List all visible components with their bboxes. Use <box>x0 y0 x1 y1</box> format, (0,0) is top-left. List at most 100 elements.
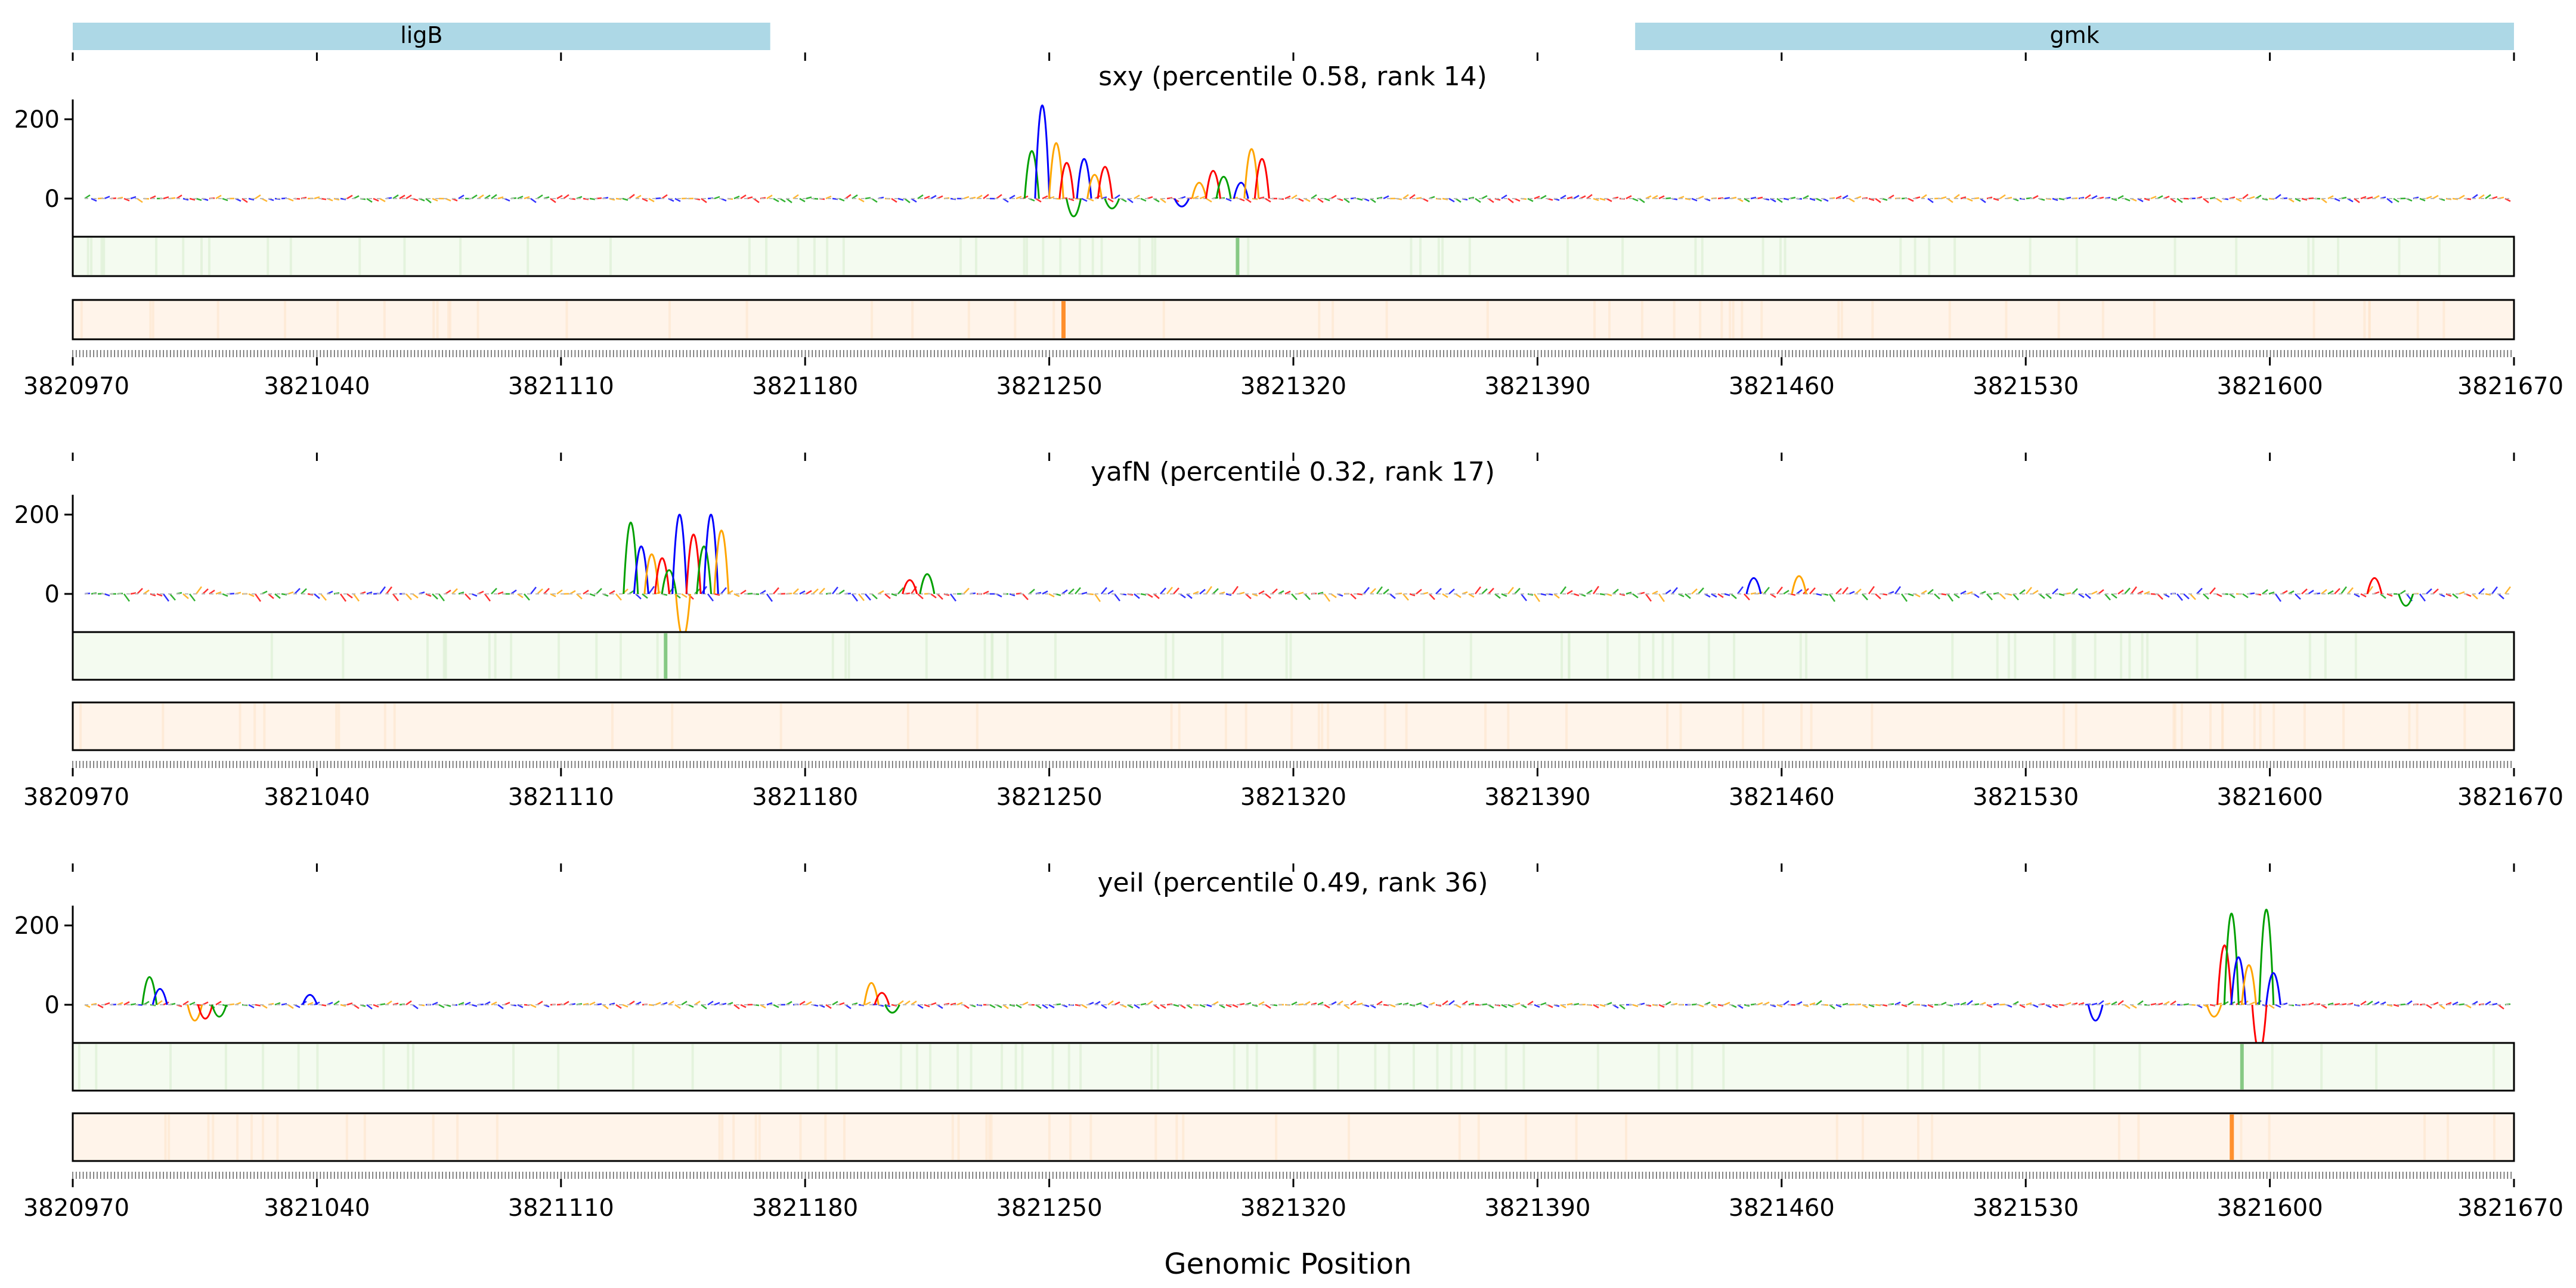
signal-peak <box>211 1004 228 1018</box>
signal-peak <box>2087 1004 2104 1022</box>
x-tick-label: 3821670 <box>2457 373 2563 400</box>
signal-peak <box>863 982 880 1005</box>
orange-track <box>72 1112 2515 1162</box>
x-tick-label: 3821390 <box>1484 373 1590 400</box>
signal-peak <box>1233 181 1249 199</box>
gene-track: ligB gmk <box>72 22 2515 61</box>
signal-peak <box>675 593 691 639</box>
signal-peak <box>902 579 918 595</box>
x-tick-label: 3821390 <box>1484 784 1590 811</box>
signal-peak <box>1066 198 1082 218</box>
x-tick-label: 3821040 <box>264 784 370 811</box>
signal-peak <box>1034 104 1051 199</box>
signal-peak <box>2230 956 2247 1005</box>
y-tick-label: 0 <box>45 992 60 1019</box>
signal-peak <box>2366 577 2383 595</box>
gene-bar-gmk <box>1635 23 2514 50</box>
x-tick-label: 3821600 <box>2217 373 2323 400</box>
green-track-peak <box>664 633 668 679</box>
x-tick-label: 3821110 <box>508 784 614 811</box>
signal-peak <box>1104 198 1120 210</box>
x-tick-label: 3821320 <box>1240 373 1346 400</box>
signal-peak <box>696 545 713 595</box>
sequence-strip <box>72 761 2512 768</box>
y-tick-label: 200 <box>14 106 60 134</box>
sequence-strip <box>72 350 2512 357</box>
panel-title: sxy (percentile 0.58, rank 14) <box>1098 61 1487 92</box>
x-tick-label: 3821530 <box>1973 373 2079 400</box>
orange-track-peak <box>2230 1114 2234 1160</box>
gene-bar-ligB <box>73 23 770 50</box>
x-tick-label: 3821320 <box>1240 1194 1346 1222</box>
green-track <box>72 631 2515 681</box>
signal-peak <box>2258 908 2275 1005</box>
signal-peak <box>2216 944 2233 1005</box>
x-tick-label: 3821390 <box>1484 1194 1590 1222</box>
x-tick-label: 3821250 <box>996 1194 1103 1222</box>
x-tick-label: 3820970 <box>23 784 129 811</box>
x-tick-label: 3821250 <box>996 784 1103 811</box>
green-track-peak <box>1236 238 1240 275</box>
green-track-peak <box>2240 1044 2244 1089</box>
x-tick-label: 3821180 <box>752 784 858 811</box>
x-axis-label: Genomic Position <box>1164 1247 1411 1281</box>
y-tick-label: 0 <box>45 581 60 608</box>
x-tick-label: 3821670 <box>2457 1194 2563 1222</box>
signal-peak <box>623 521 639 595</box>
signal-peak <box>302 993 318 1005</box>
panel-3: yeiI (percentile 0.49, rank 36) 200 0 38209… <box>14 863 2563 1222</box>
x-tick-label: 3821040 <box>264 1194 370 1222</box>
y-tick-label: 200 <box>14 912 60 940</box>
signal-peak <box>713 530 730 595</box>
signal-peak <box>1745 577 1762 595</box>
signal-peak <box>1097 166 1113 199</box>
signal-peak <box>919 573 936 595</box>
y-tick-label: 200 <box>14 501 60 529</box>
signal-peak <box>1191 181 1208 199</box>
signal-peak <box>685 533 702 595</box>
orange-track-peak <box>1061 301 1066 338</box>
panel-title: yafN (percentile 0.32, rank 17) <box>1091 457 1495 487</box>
signal-peak <box>2398 593 2414 607</box>
panel-2: yafN (percentile 0.32, rank 17) 200 0 38209… <box>14 453 2563 811</box>
signal-peak <box>1215 175 1232 199</box>
x-tick-label: 3821320 <box>1240 784 1346 811</box>
gene-label-gmk: gmk <box>2050 22 2100 48</box>
x-tick-label: 3821600 <box>2217 1194 2323 1222</box>
signal-peak <box>1253 157 1270 199</box>
x-tick-label: 3820970 <box>23 1194 129 1222</box>
gene-label-ligB: ligB <box>400 22 442 48</box>
signal-peak <box>1205 169 1221 199</box>
x-tick-label: 3821460 <box>1729 373 1835 400</box>
signal-peak <box>2223 912 2240 1005</box>
signal-peak <box>671 513 688 595</box>
x-tick-label: 3821040 <box>264 373 370 400</box>
green-track <box>72 236 2515 277</box>
signal-peak <box>874 992 890 1005</box>
signal-peak <box>633 545 649 595</box>
signal-peak <box>1791 575 1807 595</box>
x-tick-label: 3821530 <box>1973 784 2079 811</box>
signal-peak <box>2241 964 2258 1005</box>
x-tick-label: 3821180 <box>752 1194 858 1222</box>
x-tick-label: 3821460 <box>1729 1194 1835 1222</box>
signal-peak <box>1243 148 1260 199</box>
signal-peak <box>884 1004 900 1014</box>
x-tick-label: 3821600 <box>2217 784 2323 811</box>
panel-title: yeiI (percentile 0.49, rank 36) <box>1098 868 1488 898</box>
panel-1: sxy (percentile 0.58, rank 14) 200 0 382097… <box>14 61 2563 400</box>
signal-peak <box>661 569 677 595</box>
signal-peak <box>654 557 670 595</box>
x-tick-label: 3821460 <box>1729 784 1835 811</box>
green-track <box>72 1042 2515 1092</box>
x-tick-label: 3821530 <box>1973 1194 2079 1222</box>
sequence-strip <box>72 1172 2512 1179</box>
x-tick-label: 3820970 <box>23 373 129 400</box>
signal-peak <box>2206 1004 2222 1018</box>
panels: sxy (percentile 0.58, rank 14) 200 0 382097… <box>14 61 2563 1222</box>
signal-peak <box>1058 162 1075 199</box>
signal-peak <box>1076 157 1092 199</box>
x-tick-label: 3821250 <box>996 373 1103 400</box>
y-tick-label: 0 <box>45 185 60 213</box>
